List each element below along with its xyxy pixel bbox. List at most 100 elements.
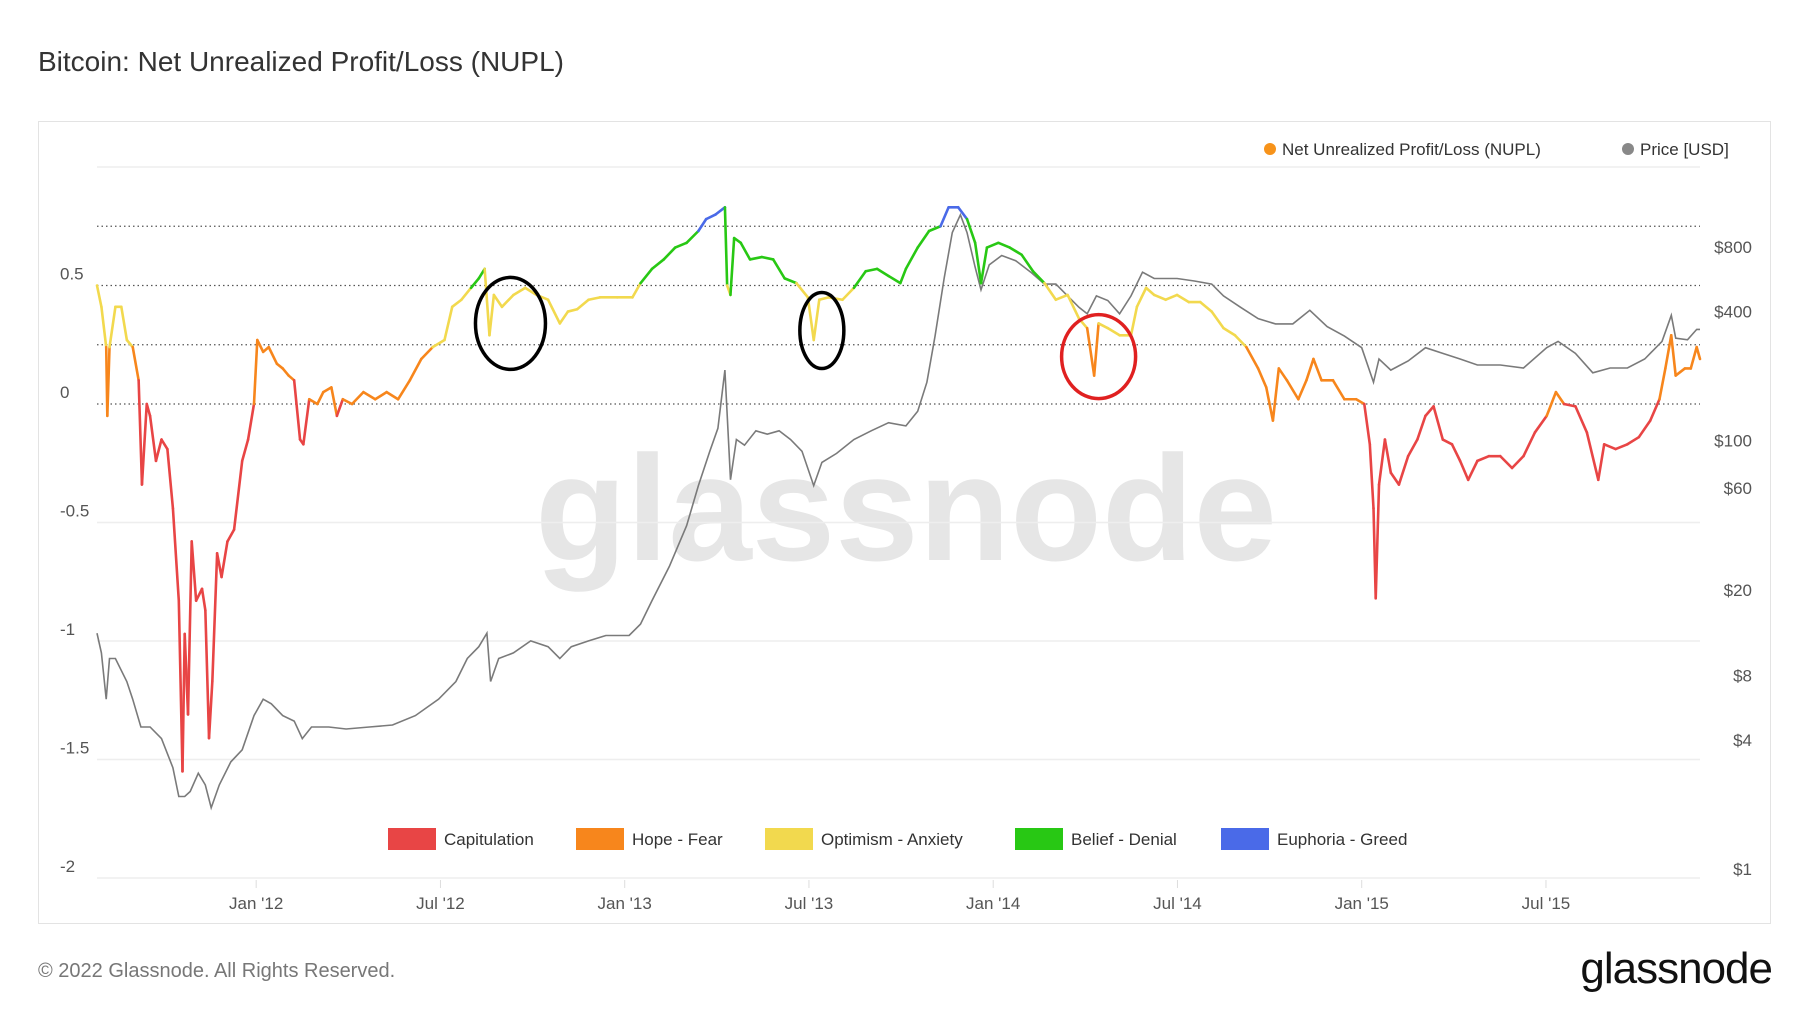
x-tick-label: Jan '13 xyxy=(598,894,652,913)
nupl-segment xyxy=(148,414,158,463)
nupl-segment xyxy=(1377,438,1387,486)
nupl-segment xyxy=(1545,390,1558,418)
nupl-segment xyxy=(316,390,325,406)
nupl-segment xyxy=(190,540,198,603)
nupl-segment xyxy=(1574,405,1589,434)
legend-item-label: Net Unrealized Profit/Loss (NUPL) xyxy=(1282,140,1541,159)
nupl-segment xyxy=(341,397,354,406)
nupl-segment xyxy=(1510,454,1525,470)
nupl-segment xyxy=(108,305,117,349)
nupl-segment xyxy=(546,298,562,325)
nupl-segment xyxy=(186,540,194,716)
nupl-segment xyxy=(732,236,743,245)
nupl-segment xyxy=(639,267,654,285)
nupl-segment xyxy=(1256,367,1268,389)
copyright: © 2022 Glassnode. All Rights Reserved. xyxy=(38,960,396,982)
chart-frame xyxy=(38,121,1771,924)
nupl-segment xyxy=(1626,435,1641,446)
nupl-segment xyxy=(1008,246,1023,256)
nupl-segment xyxy=(523,286,538,297)
y-left-tick-label: -1 xyxy=(60,620,75,639)
y-right-tick-label: $1 xyxy=(1733,860,1752,879)
nupl-segment xyxy=(1562,402,1577,408)
nupl-segment xyxy=(1695,345,1702,361)
zone-legend-label: Capitulation xyxy=(444,830,534,849)
nupl-segment xyxy=(396,378,412,401)
nupl-segment xyxy=(899,267,908,285)
nupl-segment xyxy=(1199,300,1214,313)
x-tick-label: Jul '15 xyxy=(1522,894,1571,913)
nupl-segment xyxy=(997,241,1012,249)
page-title: Bitcoin: Net Unrealized Profit/Loss (NUP… xyxy=(38,46,564,77)
nupl-segment xyxy=(488,293,496,337)
nupl-segment xyxy=(956,205,969,221)
y-left-tick-label: 0 xyxy=(60,383,69,402)
nupl-segment xyxy=(1432,405,1445,441)
nupl-segment xyxy=(1466,459,1479,482)
nupl-segment xyxy=(841,286,856,302)
nupl-segment xyxy=(973,241,983,285)
price-line xyxy=(96,212,1700,811)
nupl-segment xyxy=(1389,471,1401,486)
nupl-segment xyxy=(1498,454,1514,470)
nupl-segment xyxy=(817,296,830,302)
nupl-segment xyxy=(1664,333,1673,370)
nupl-segment xyxy=(181,632,187,773)
nupl-segment xyxy=(1271,367,1281,422)
nupl-segment xyxy=(673,241,688,249)
nupl-segment xyxy=(330,386,339,418)
nupl-segment xyxy=(100,305,108,349)
nupl-segment xyxy=(985,241,1000,249)
nupl-segment xyxy=(131,345,140,382)
nupl-segment xyxy=(1362,402,1372,446)
y-right-tick-label: $20 xyxy=(1724,581,1752,600)
nupl-segment xyxy=(587,296,602,302)
nupl-segment xyxy=(232,459,244,531)
nupl-segment xyxy=(1085,326,1096,377)
nupl-segment xyxy=(875,267,890,278)
zone-legend-swatch xyxy=(388,828,436,850)
nupl-segment xyxy=(431,338,446,349)
nupl-segment xyxy=(685,229,700,245)
y-right-tick-label: $100 xyxy=(1714,431,1752,450)
x-tick-label: Jul '14 xyxy=(1153,894,1202,913)
x-tick-label: Jul '12 xyxy=(416,894,465,913)
nupl-segment xyxy=(106,345,111,418)
zone-legend-swatch xyxy=(1015,828,1063,850)
nupl-segment xyxy=(1522,431,1537,458)
nupl-segment xyxy=(204,608,211,740)
zone-legend-swatch xyxy=(576,828,624,850)
nupl-segment xyxy=(1135,286,1148,309)
nupl-segment xyxy=(760,255,775,261)
nupl-segment xyxy=(1152,293,1167,302)
zone-legend-label: Optimism - Anxiety xyxy=(821,830,963,849)
nupl-segment xyxy=(631,281,642,299)
nupl-segment xyxy=(783,277,798,285)
nupl-segment xyxy=(1658,367,1667,401)
nupl-segment xyxy=(939,205,950,228)
y-right-tick-label: $800 xyxy=(1714,238,1752,257)
nupl-segment xyxy=(302,397,311,446)
nupl-segment xyxy=(1554,390,1566,406)
glassnode-logo[interactable]: glassnode xyxy=(1580,944,1773,993)
nupl-segment xyxy=(1031,269,1046,285)
nupl-segment xyxy=(650,258,666,271)
nupl-segment xyxy=(125,338,135,349)
nupl-segment xyxy=(137,378,144,486)
nupl-segment xyxy=(1245,345,1260,370)
nupl-segment xyxy=(1637,419,1652,439)
nupl-segment xyxy=(140,402,149,486)
nupl-segment xyxy=(95,284,103,309)
nupl-segment xyxy=(166,447,175,510)
nupl-segment xyxy=(255,338,265,354)
nupl-segment xyxy=(1043,281,1058,302)
nupl-segment xyxy=(492,293,504,309)
nupl-segment xyxy=(979,246,989,285)
nupl-segment xyxy=(240,438,250,463)
nupl-segment xyxy=(795,281,810,299)
nupl-segment xyxy=(252,338,259,406)
nupl-segment xyxy=(450,298,463,309)
nupl-segment xyxy=(1144,286,1156,297)
annotation-circle xyxy=(473,275,548,372)
annotation-circle xyxy=(1059,312,1138,401)
